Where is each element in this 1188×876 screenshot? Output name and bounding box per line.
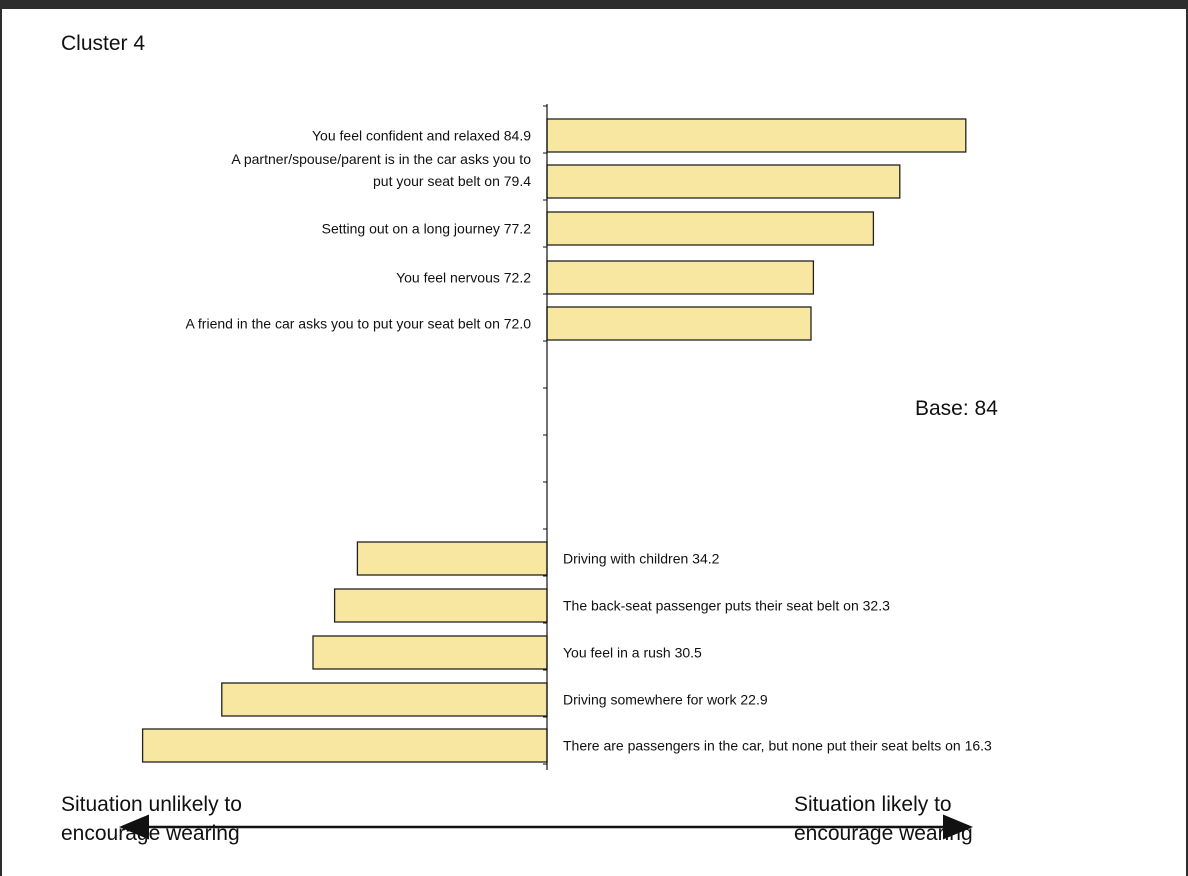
- bar-4: [546, 260, 815, 295]
- bar-1: [546, 118, 967, 153]
- chart-title: Cluster 4: [61, 32, 146, 55]
- bar-label-2-line1: A partner/spouse/parent is in the car as…: [231, 151, 531, 167]
- bar-8: [312, 635, 548, 670]
- bar-2: [546, 164, 901, 199]
- left-border: [0, 0, 2, 876]
- caption-unlikely: Situation unlikely to encourage wearing: [61, 790, 381, 848]
- caption-unlikely-line1: Situation unlikely to: [61, 793, 242, 816]
- bar-label-4: You feel nervous 72.2: [396, 270, 531, 286]
- bar-label-3: Setting out on a long journey 77.2: [322, 221, 532, 237]
- top-border: [0, 0, 1188, 9]
- bar-7: [333, 588, 548, 623]
- right-border: [1186, 0, 1188, 876]
- bar-label-7: The back-seat passenger puts their seat …: [563, 598, 890, 614]
- bar-label-10: There are passengers in the car, but non…: [563, 738, 992, 754]
- bar-5: [546, 306, 812, 341]
- caption-likely: Situation likely to encourage wearing: [794, 790, 1114, 848]
- caption-likely-line2: encourage wearing: [794, 822, 973, 845]
- bar-9: [221, 682, 548, 717]
- bar-label-1: You feel confident and relaxed 84.9: [312, 128, 531, 144]
- bar-label-5: A friend in the car asks you to put your…: [185, 316, 531, 332]
- bar-label-9: Driving somewhere for work 22.9: [563, 692, 768, 708]
- caption-likely-line1: Situation likely to: [794, 793, 952, 816]
- bar-label-6: Driving with children 34.2: [563, 551, 720, 567]
- bar-3: [546, 211, 875, 246]
- bar-10: [141, 728, 548, 763]
- caption-unlikely-line2: encourage wearing: [61, 822, 240, 845]
- base-annotation: Base: 84: [915, 397, 998, 420]
- bar-label-2-line2: put your seat belt on 79.4: [373, 173, 531, 189]
- bar-6: [356, 541, 548, 576]
- bar-label-8: You feel in a rush 30.5: [563, 645, 702, 661]
